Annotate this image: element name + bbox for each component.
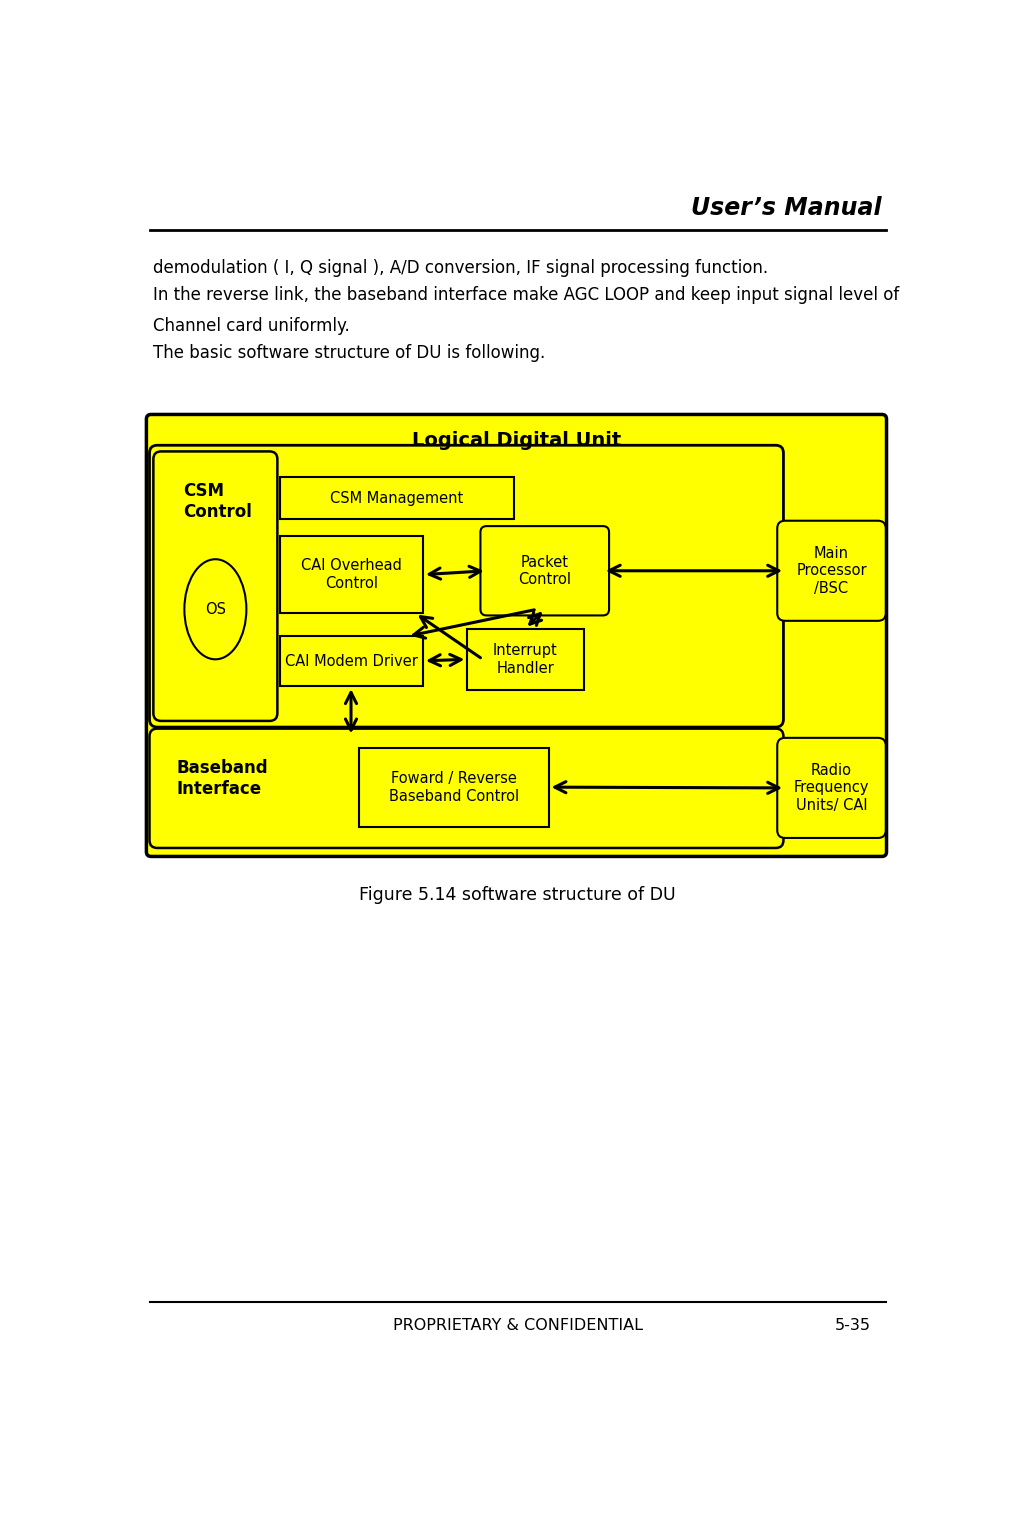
Text: Baseband
Interface: Baseband Interface <box>177 760 269 799</box>
FancyBboxPatch shape <box>280 478 514 518</box>
Text: demodulation ( I, Q signal ), A/D conversion, IF signal processing function.: demodulation ( I, Q signal ), A/D conver… <box>154 259 769 277</box>
Text: In the reverse link, the baseband interface make AGC LOOP and keep input signal : In the reverse link, the baseband interf… <box>154 287 900 303</box>
FancyBboxPatch shape <box>468 629 584 690</box>
FancyBboxPatch shape <box>149 446 784 728</box>
Text: CSM
Control: CSM Control <box>183 482 251 522</box>
Text: Interrupt
Handler: Interrupt Handler <box>493 643 558 676</box>
Text: Packet
Control: Packet Control <box>518 555 572 587</box>
Text: Main
Processor
/BSC: Main Processor /BSC <box>796 546 867 596</box>
Text: Foward / Reverse
Baseband Control: Foward / Reverse Baseband Control <box>389 772 519 803</box>
Ellipse shape <box>185 559 246 659</box>
Text: Channel card uniformly.: Channel card uniformly. <box>154 317 350 335</box>
Text: CSM Management: CSM Management <box>330 491 464 505</box>
FancyBboxPatch shape <box>778 738 886 838</box>
Text: OS: OS <box>205 602 226 617</box>
Text: PROPRIETARY & CONFIDENTIAL: PROPRIETARY & CONFIDENTIAL <box>393 1317 642 1333</box>
Text: Figure 5.14 software structure of DU: Figure 5.14 software structure of DU <box>360 887 676 905</box>
FancyBboxPatch shape <box>359 747 548 828</box>
FancyBboxPatch shape <box>146 414 887 857</box>
FancyBboxPatch shape <box>149 729 784 847</box>
Text: Logical Digital Unit: Logical Digital Unit <box>412 431 621 450</box>
FancyBboxPatch shape <box>778 520 886 622</box>
FancyBboxPatch shape <box>280 537 423 612</box>
Text: Radio
Frequency
Units/ CAI: Radio Frequency Units/ CAI <box>794 763 870 813</box>
Text: The basic software structure of DU is following.: The basic software structure of DU is fo… <box>154 344 545 362</box>
Text: 5-35: 5-35 <box>834 1317 871 1333</box>
FancyBboxPatch shape <box>481 526 609 615</box>
Text: CAI Modem Driver: CAI Modem Driver <box>285 653 418 669</box>
FancyBboxPatch shape <box>154 452 278 722</box>
FancyBboxPatch shape <box>280 637 423 687</box>
Text: CAI Overhead
Control: CAI Overhead Control <box>301 558 402 591</box>
Text: User’s Manual: User’s Manual <box>691 196 882 220</box>
